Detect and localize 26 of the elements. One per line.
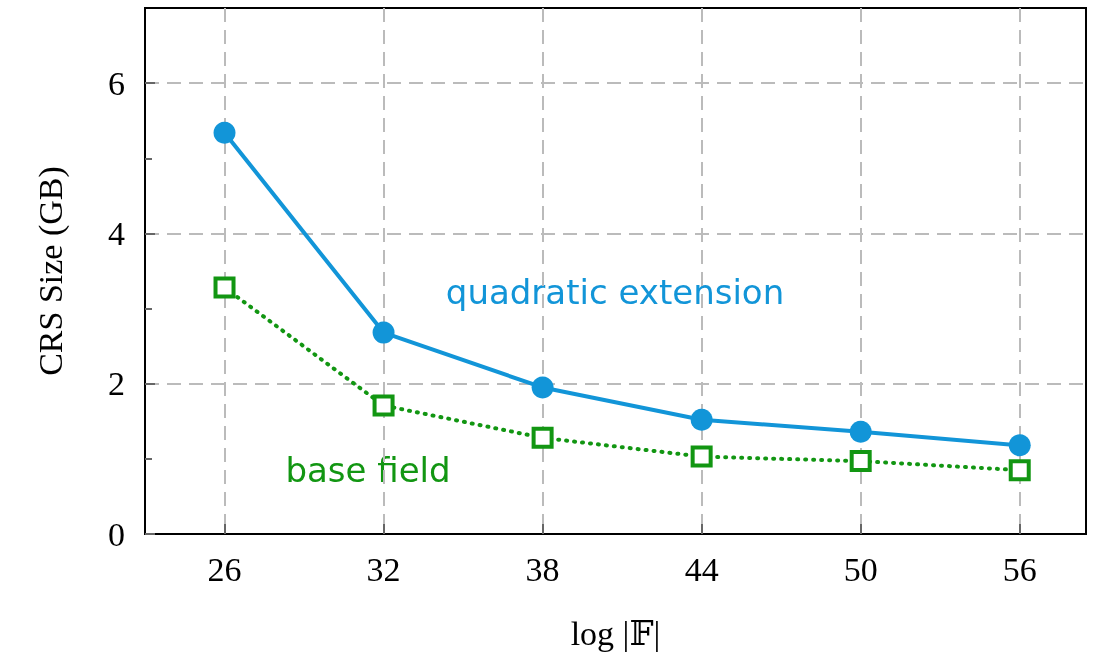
point bbox=[849, 420, 872, 443]
point bbox=[531, 426, 554, 449]
series-label: quadratic extension bbox=[445, 272, 785, 312]
point bbox=[531, 376, 554, 399]
series-label: base field bbox=[285, 450, 451, 490]
x-tick-label: 56 bbox=[1002, 550, 1037, 588]
point bbox=[690, 445, 713, 468]
x-tick-label: 44 bbox=[684, 550, 719, 588]
point bbox=[372, 394, 395, 417]
point bbox=[1008, 459, 1031, 482]
x-tick-label: 26 bbox=[207, 550, 242, 588]
y-tick-label: 2 bbox=[108, 365, 125, 403]
y-tick-label: 0 bbox=[108, 515, 125, 553]
point bbox=[690, 408, 713, 431]
y-axis-title: CRS Size (GB) bbox=[31, 166, 70, 376]
point bbox=[213, 276, 236, 299]
x-axis-title: log |𝔽| bbox=[570, 614, 661, 652]
point bbox=[213, 121, 236, 144]
x-tick-label: 32 bbox=[366, 550, 401, 588]
x-tick-label: 38 bbox=[525, 550, 560, 588]
x-tick-label: 50 bbox=[843, 550, 878, 588]
y-tick-label: 6 bbox=[108, 64, 125, 102]
y-tick-label: 4 bbox=[108, 214, 125, 252]
point bbox=[849, 450, 872, 473]
point bbox=[1008, 434, 1031, 457]
point bbox=[372, 321, 395, 344]
